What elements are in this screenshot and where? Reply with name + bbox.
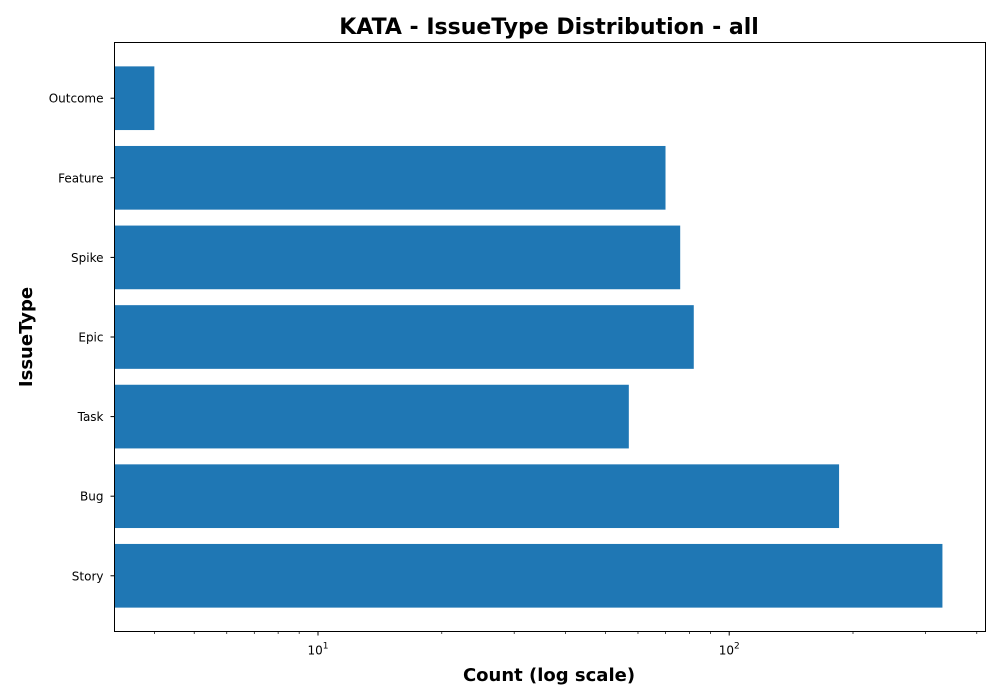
y-tick-label-task: Task xyxy=(77,410,104,424)
bar-feature xyxy=(114,145,666,210)
x-tick-label-0: 101 xyxy=(307,642,328,658)
y-tick-label-bug: Bug xyxy=(80,490,103,504)
x-tick-exponent: 1 xyxy=(323,642,329,652)
bar-bug xyxy=(114,464,840,529)
bar-epic xyxy=(114,305,694,369)
x-tick-exponent: 2 xyxy=(734,642,740,652)
x-tick-label-1: 102 xyxy=(719,642,740,658)
y-tick-label-epic: Epic xyxy=(78,331,103,345)
x-ticks-group: 101 102 xyxy=(154,631,978,658)
bar-outcome xyxy=(114,66,155,131)
y-axis-label: IssueType xyxy=(16,287,37,387)
y-tick-label-feature: Feature xyxy=(58,171,103,185)
bar-story xyxy=(114,543,943,608)
chart-title: KATA - IssueType Distribution - all xyxy=(339,15,759,40)
x-tick-base: 10 xyxy=(719,644,734,658)
y-tick-label-story: Story xyxy=(72,569,104,583)
bar-task xyxy=(114,384,629,449)
bars-group xyxy=(114,66,943,608)
y-tick-label-spike: Spike xyxy=(71,251,103,265)
bar-spike xyxy=(114,225,681,290)
x-tick-base: 10 xyxy=(307,644,322,658)
x-axis-label: Count (log scale) xyxy=(463,665,635,686)
y-ticks-group: Story Bug Task Epic Spike Feature Outcome xyxy=(49,92,115,583)
plot-frame xyxy=(114,42,986,632)
y-tick-label-outcome: Outcome xyxy=(49,92,104,106)
